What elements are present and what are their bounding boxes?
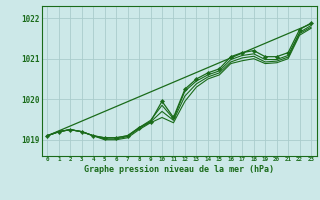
X-axis label: Graphe pression niveau de la mer (hPa): Graphe pression niveau de la mer (hPa) <box>84 165 274 174</box>
